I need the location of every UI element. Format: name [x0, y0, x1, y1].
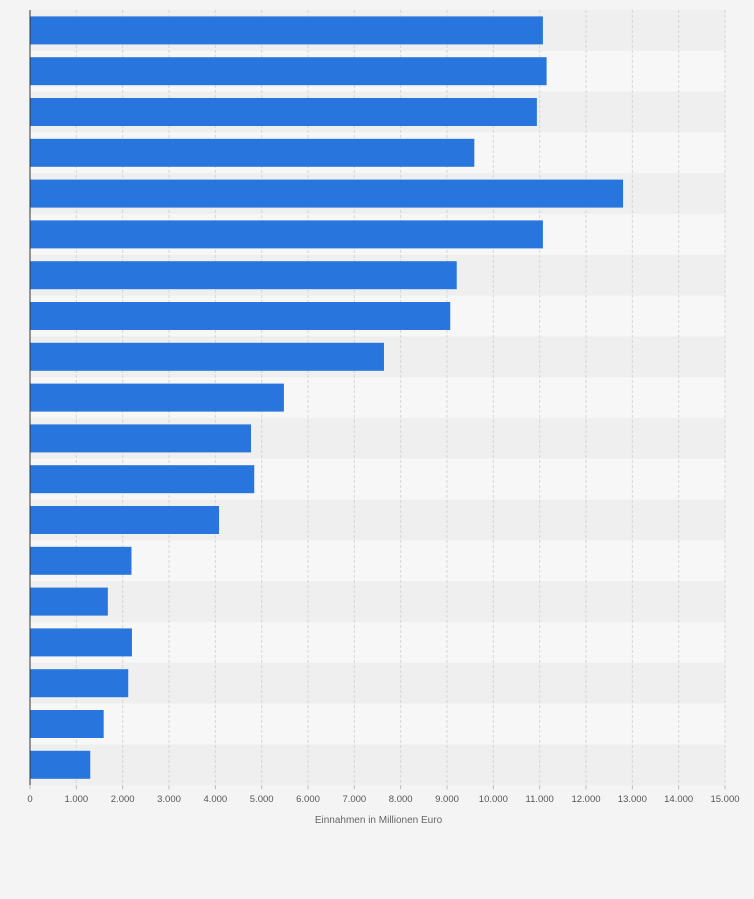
bar[interactable] — [30, 261, 457, 290]
x-axis-ticks: 0 1.000 2.000 3.000 4.000 5.000 6.000 7.000 8.00… — [27, 785, 740, 805]
bar[interactable] — [30, 302, 451, 330]
x-tick-label: 15.000 — [710, 794, 739, 805]
bar[interactable] — [30, 342, 384, 371]
bar[interactable] — [30, 138, 475, 167]
bar[interactable] — [30, 179, 624, 208]
bar[interactable] — [30, 710, 104, 738]
bars — [30, 16, 624, 779]
bar[interactable] — [30, 98, 537, 126]
row-band — [30, 622, 725, 663]
bar[interactable] — [30, 383, 284, 412]
row-band — [30, 703, 725, 745]
x-tick-label: 4.000 — [203, 794, 227, 805]
x-tick-label: 5.000 — [250, 794, 274, 805]
x-tick-label: 14.000 — [664, 794, 693, 805]
bar[interactable] — [30, 587, 108, 616]
x-tick-label: 11.000 — [525, 794, 553, 805]
bar[interactable] — [30, 57, 547, 86]
x-tick-label: 1.000 — [64, 794, 88, 805]
x-axis-title: Einnahmen in Millionen Euro — [315, 815, 443, 826]
x-tick-label: 2.000 — [111, 794, 135, 805]
row-band — [30, 662, 725, 704]
x-tick-label: 12.000 — [571, 794, 600, 805]
row-band — [30, 744, 725, 786]
bar[interactable] — [30, 220, 543, 249]
row-band — [30, 581, 725, 622]
bar[interactable] — [30, 16, 543, 45]
x-tick-label: 9.000 — [435, 794, 459, 805]
bar[interactable] — [30, 465, 255, 494]
bar[interactable] — [30, 546, 132, 575]
row-band — [30, 540, 725, 582]
bar[interactable] — [30, 424, 252, 453]
bar[interactable] — [30, 669, 129, 698]
x-tick-label: 10.000 — [479, 794, 508, 805]
x-tick-label: 6.000 — [296, 794, 320, 805]
bar[interactable] — [30, 506, 220, 534]
x-tick-label: 13.000 — [618, 794, 647, 805]
x-tick-label: 3.000 — [157, 794, 181, 805]
x-tick-label: 7.000 — [342, 794, 366, 805]
bar[interactable] — [30, 628, 132, 657]
bar[interactable] — [30, 750, 91, 779]
x-tick-label: 0 — [27, 794, 32, 805]
x-tick-label: 8.000 — [389, 794, 413, 805]
